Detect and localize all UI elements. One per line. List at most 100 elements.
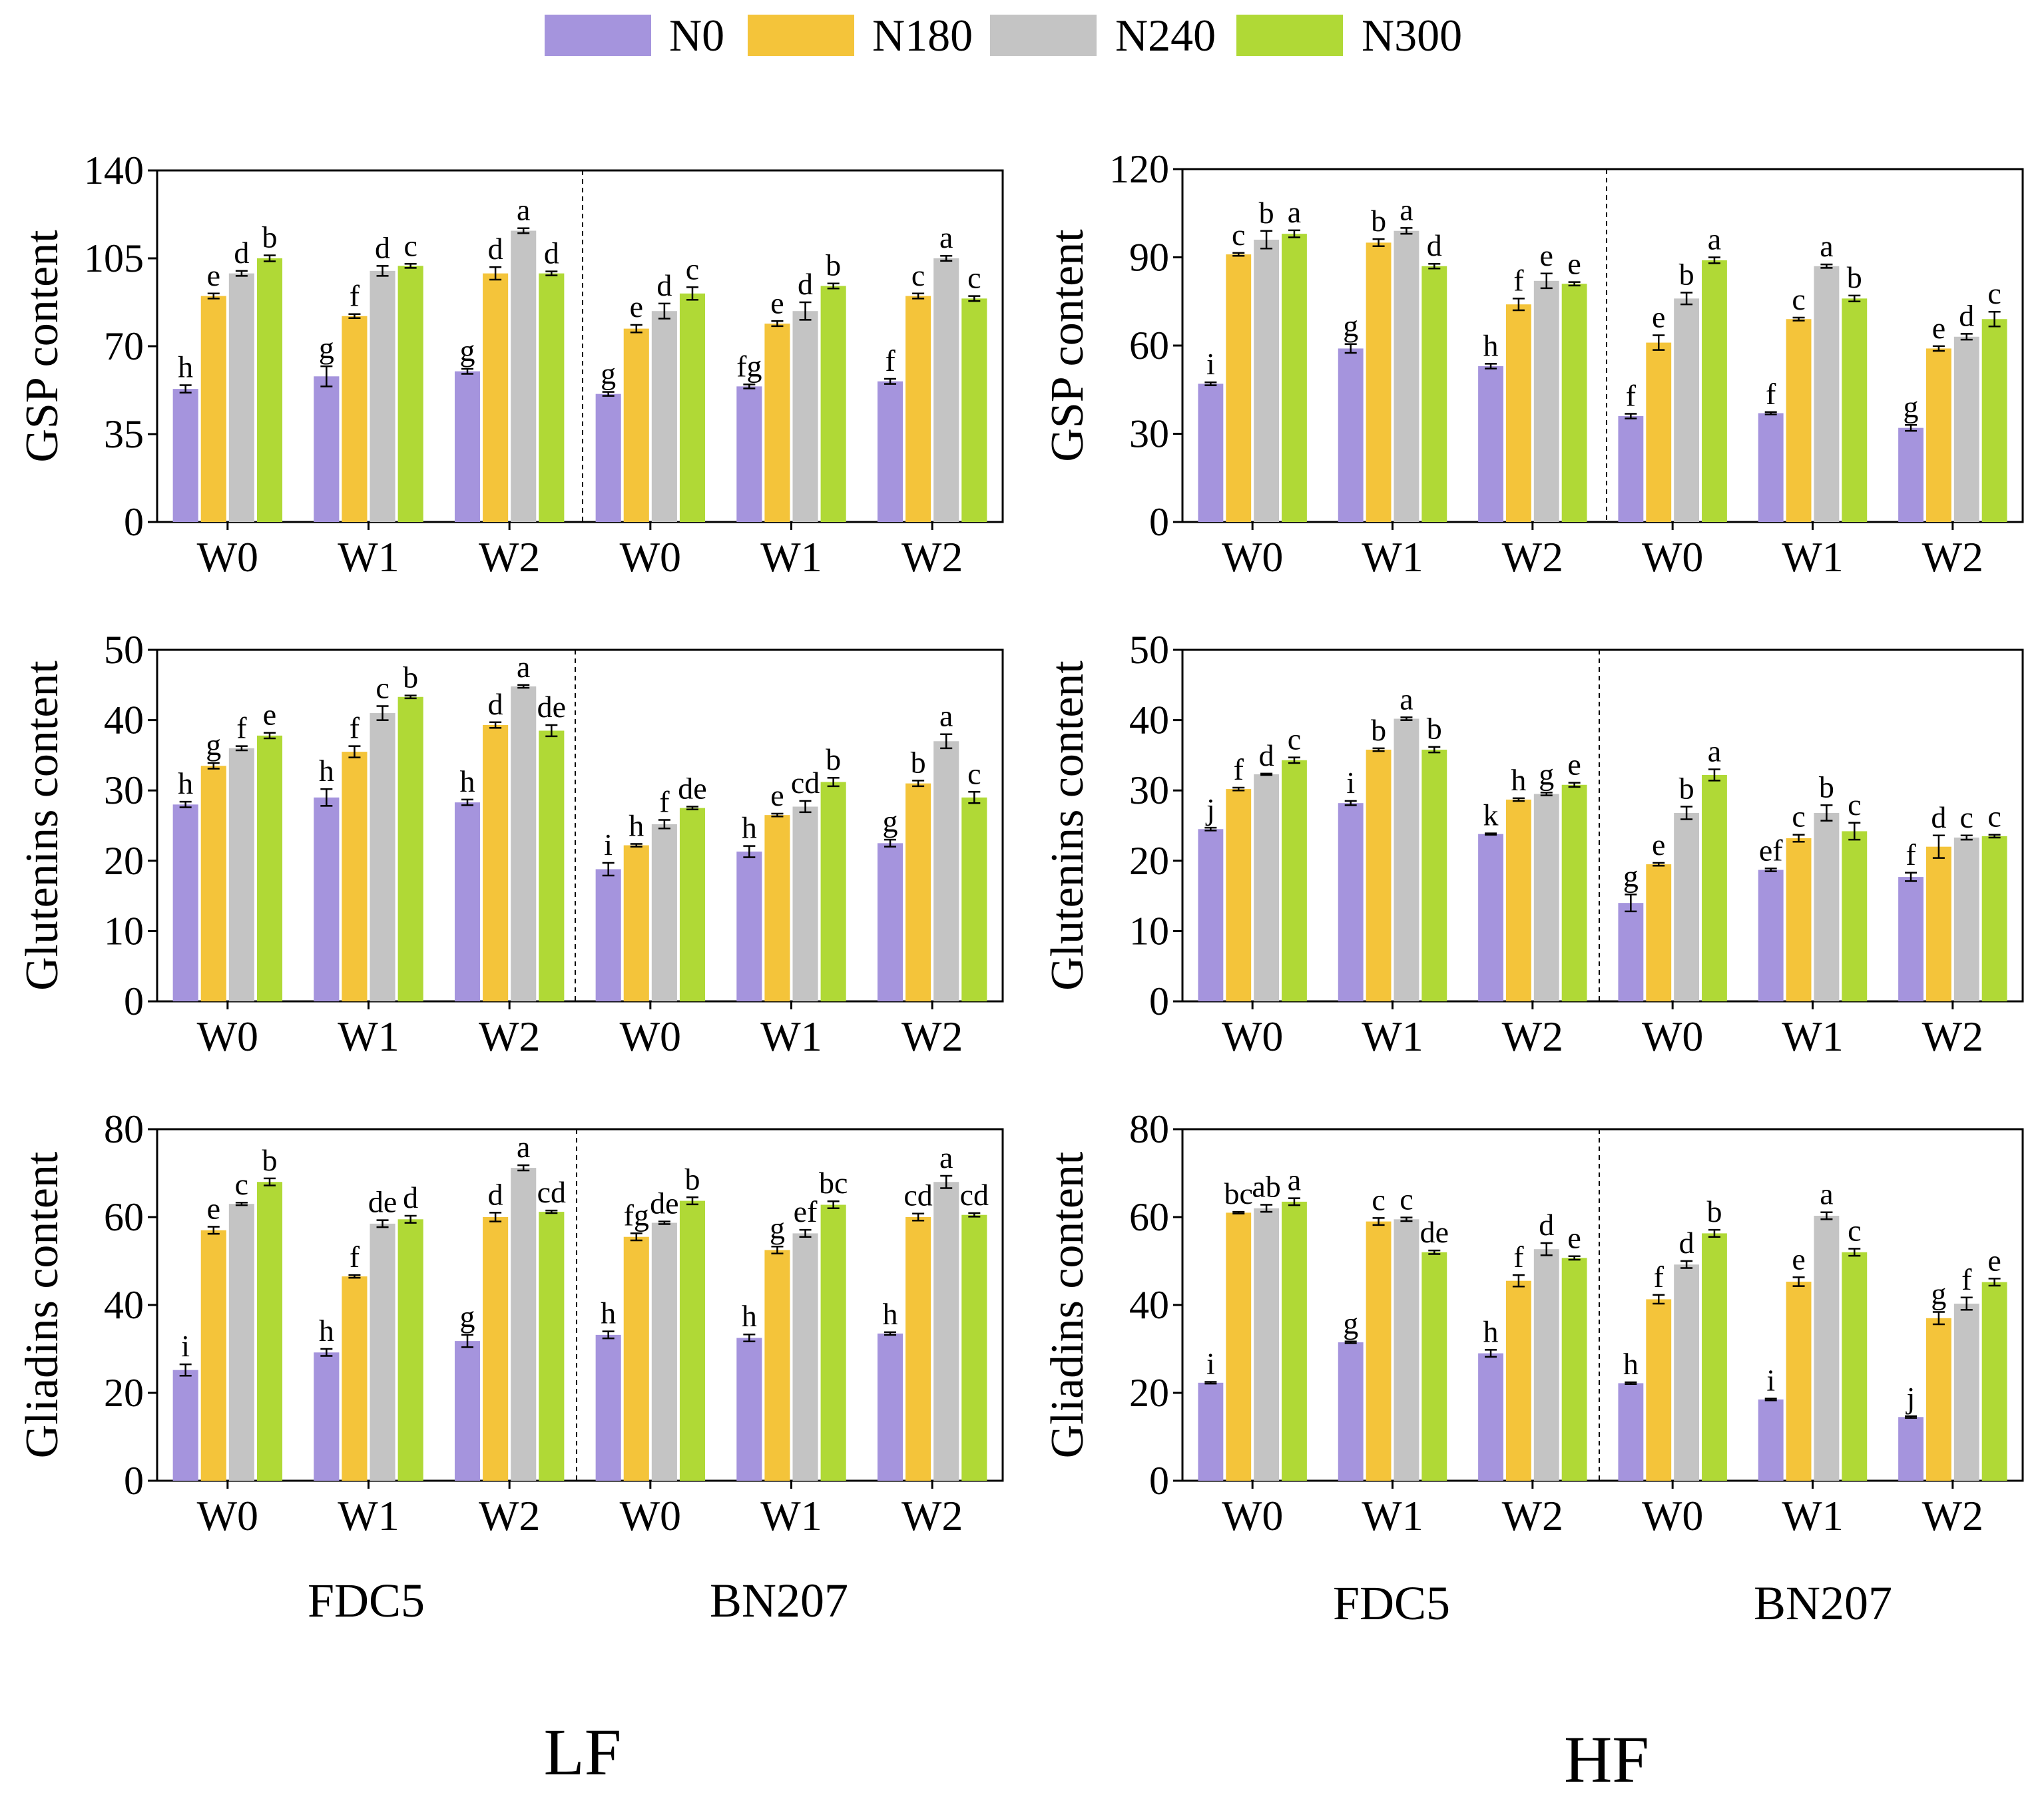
x-tick-label: W1: [338, 533, 399, 581]
y-axis-label: Glutenins content: [17, 660, 68, 991]
bar-n240-w1: [792, 311, 818, 522]
significance-letter: c: [1960, 800, 1973, 834]
significance-letter: bc: [1224, 1176, 1253, 1210]
x-tick-label: W0: [1222, 1492, 1283, 1539]
y-tick-label: 0: [1149, 500, 1169, 544]
bar-n300-w2: [539, 1212, 565, 1481]
bar-n240-w2: [1953, 1304, 1979, 1481]
bar-n0-w0: [595, 869, 621, 1001]
significance-letter: ab: [1252, 1170, 1280, 1204]
x-tick-label: W2: [479, 1013, 540, 1060]
bar-n240-w0: [1254, 240, 1280, 522]
y-tick-label: 50: [104, 628, 144, 672]
significance-letter: f: [885, 344, 895, 378]
x-tick-label: W0: [1642, 1013, 1703, 1060]
bar-n180-w1: [1786, 838, 1812, 1001]
significance-letter: j: [1906, 1381, 1916, 1415]
significance-letter: a: [517, 650, 530, 684]
legend-swatch-n240: [990, 15, 1097, 56]
bar-n300-w2: [1561, 284, 1587, 522]
bar-n0-w2: [454, 1341, 481, 1481]
bar-n240-w1: [1814, 812, 1840, 1001]
cultivar-label-hf-bn207: BN207: [1754, 1577, 1892, 1630]
captions: FDC5 BN207 FDC5 BN207 LF HF: [308, 1574, 1892, 1796]
y-tick-label: 35: [104, 412, 144, 456]
significance-letter: fg: [736, 349, 762, 383]
y-tick-label: 50: [1129, 628, 1169, 672]
y-tick-label: 90: [1129, 236, 1169, 280]
bar-n180-w1: [764, 1250, 790, 1481]
x-tick-label: W1: [338, 1013, 399, 1060]
significance-letter: a: [1820, 1177, 1833, 1211]
significance-letter: a: [1288, 195, 1301, 229]
plot-frame: [156, 648, 1004, 1003]
bar-n300-w0: [1702, 1233, 1727, 1481]
bar-n240-w1: [1814, 1216, 1840, 1481]
significance-letter: e: [770, 778, 784, 812]
significance-letter: c: [1288, 722, 1301, 756]
x-tick-label: W0: [1222, 533, 1283, 581]
significance-letter: d: [1427, 228, 1442, 262]
y-tick-label: 0: [124, 1459, 144, 1503]
significance-letter: a: [517, 193, 530, 227]
cultivar-label-hf-fdc5: FDC5: [1333, 1577, 1450, 1630]
y-axis-label: Gliadins content: [17, 1151, 68, 1458]
y-tick-label: 0: [1149, 979, 1169, 1023]
significance-letter: e: [1652, 828, 1665, 862]
bar-n180-w0: [1226, 254, 1252, 522]
significance-letter: b: [684, 1162, 700, 1196]
bar-n240-w1: [370, 270, 395, 522]
bar-n240-w1: [1394, 718, 1419, 1001]
legend-swatch-n300: [1236, 15, 1343, 56]
bar-n0-w1: [314, 1352, 340, 1481]
bar-n240-w0: [651, 1222, 677, 1481]
bar-n240-w2: [511, 686, 537, 1001]
significance-letter: e: [770, 286, 784, 320]
bar-n180-w0: [623, 328, 649, 522]
significance-letter: g: [1904, 389, 1919, 423]
significance-letter: e: [1932, 311, 1945, 345]
bar-n300-w2: [1981, 319, 2007, 522]
significance-letter: de: [678, 771, 706, 805]
y-tick-label: 20: [1129, 1371, 1169, 1415]
bar-n0-w1: [1338, 803, 1364, 1001]
significance-letter: b: [1371, 204, 1386, 238]
cultivar-label-lf-fdc5: FDC5: [308, 1574, 425, 1627]
x-tick-label: W2: [479, 533, 540, 581]
bar-n300-w0: [256, 258, 283, 522]
bar-n300-w2: [1981, 836, 2007, 1001]
significance-letter: h: [742, 811, 757, 845]
x-tick-label: W1: [1362, 1013, 1423, 1060]
bar-n180-w0: [1646, 864, 1672, 1001]
significance-letter: h: [1623, 1347, 1639, 1381]
bar-n0-w0: [172, 1370, 198, 1481]
bar-n180-w1: [1366, 242, 1392, 522]
significance-letter: i: [1206, 347, 1215, 381]
bar-n0-w0: [595, 1334, 621, 1481]
x-tick-label: W2: [901, 1013, 963, 1060]
bar-n0-w1: [736, 386, 762, 522]
significance-letter: h: [1511, 763, 1526, 797]
bar-n300-w1: [820, 782, 846, 1001]
bar-n180-w0: [1226, 1212, 1252, 1481]
significance-letter: b: [826, 742, 841, 776]
significance-letter: c: [376, 670, 389, 704]
legend-label-n180: N180: [872, 10, 973, 61]
bar-n300-w2: [1561, 784, 1587, 1001]
significance-letter: a: [1400, 192, 1413, 226]
x-tick-label: W1: [760, 533, 822, 581]
significance-letter: cd: [537, 1175, 566, 1209]
x-tick-label: W0: [197, 533, 258, 581]
significance-letter: c: [1792, 800, 1805, 834]
significance-letter: h: [629, 808, 644, 842]
bar-n0-w0: [1198, 384, 1224, 522]
significance-letter: e: [263, 698, 276, 732]
significance-letter: c: [403, 228, 417, 262]
y-tick-label: 40: [1129, 698, 1169, 742]
significance-letter: b: [826, 248, 841, 282]
significance-letter: a: [1820, 229, 1833, 263]
significance-letter: b: [1679, 771, 1694, 805]
significance-letter: f: [1626, 378, 1637, 412]
bar-n180-w2: [1505, 799, 1531, 1001]
